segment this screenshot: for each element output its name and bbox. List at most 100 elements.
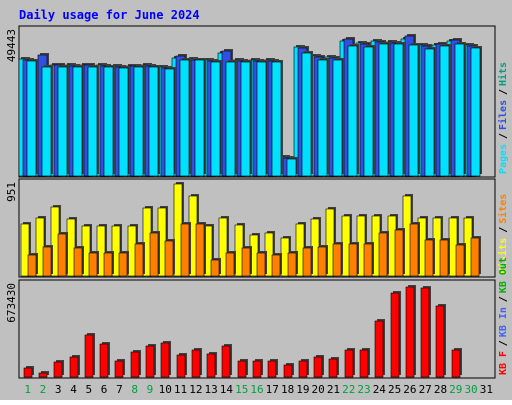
bar	[344, 349, 354, 378]
bar	[325, 208, 335, 277]
panel-max-label: 951	[5, 182, 18, 202]
bar	[145, 345, 155, 378]
bar	[180, 223, 190, 277]
bar	[241, 247, 251, 277]
bar	[283, 364, 293, 378]
bar	[160, 342, 170, 378]
bar	[73, 247, 83, 277]
legend-label: Hits	[497, 62, 509, 86]
bar	[27, 254, 37, 277]
bar	[390, 292, 400, 378]
x-tick-label: 28	[434, 383, 447, 396]
bar	[195, 223, 205, 277]
bar	[149, 232, 159, 277]
series-kb-f	[23, 285, 462, 378]
bar	[88, 252, 98, 277]
x-tick-label: 6	[101, 383, 108, 396]
panel-max-label: 673430	[5, 283, 18, 323]
panel-legend: Pages / Files / Hits	[497, 62, 509, 174]
x-tick-label: 16	[250, 383, 263, 396]
series-visits	[20, 182, 474, 277]
bar	[194, 59, 205, 177]
x-tick-label: 9	[147, 383, 154, 396]
bar	[287, 252, 297, 277]
chart-title: Daily usage for June 2024	[19, 8, 200, 22]
bar	[393, 43, 404, 177]
bar	[408, 44, 419, 177]
legend-separator: /	[498, 340, 509, 346]
bar	[409, 223, 419, 277]
bar	[454, 43, 465, 177]
bar	[470, 237, 480, 277]
bar	[256, 252, 266, 277]
bar	[87, 66, 98, 177]
x-tick-label: 26	[403, 383, 416, 396]
bar	[420, 287, 430, 378]
panel-visits-sites: 951 Visits / Sites	[5, 178, 509, 278]
bar	[225, 61, 236, 177]
bar	[164, 240, 174, 277]
bar	[256, 61, 267, 177]
bar	[148, 66, 159, 177]
bar	[363, 46, 374, 177]
bar	[38, 372, 48, 378]
bar	[302, 247, 312, 277]
x-tick-label: 20	[312, 383, 325, 396]
x-tick-label: 25	[388, 383, 401, 396]
bar	[394, 229, 404, 277]
bar	[57, 66, 68, 177]
series-pages	[26, 42, 482, 177]
legend-separator: /	[498, 133, 509, 139]
bar	[134, 243, 144, 277]
bar	[210, 259, 220, 277]
bar	[225, 252, 235, 277]
bar	[130, 351, 140, 378]
bar	[267, 360, 277, 378]
bar	[363, 243, 373, 277]
x-tick-label: 17	[266, 383, 279, 396]
x-tick-label: 24	[373, 383, 387, 396]
bar	[218, 217, 228, 277]
x-tick-label: 19	[296, 383, 309, 396]
x-tick-label: 30	[464, 383, 477, 396]
x-tick-label: 14	[220, 383, 234, 396]
bar	[332, 59, 343, 177]
x-tick-label: 7	[116, 383, 123, 396]
x-tick-label: 3	[55, 383, 62, 396]
panel-hits-files-pages: 49443 Pages / Files / Hits	[5, 25, 509, 178]
x-tick-label: 4	[70, 383, 77, 396]
bar	[41, 66, 52, 177]
bar	[210, 61, 221, 177]
bar	[439, 239, 449, 277]
x-axis-labels: 1 2 3 4 5 6 7 8 9 10 11 12 13 14 15 16 17 18 19 20 21 22 23 24 2…	[24, 383, 493, 396]
bar	[176, 354, 186, 378]
x-tick-label: 31	[480, 383, 493, 396]
bar	[53, 361, 63, 378]
x-tick-label: 12	[189, 383, 202, 396]
bar	[470, 47, 481, 177]
legend-label: Files	[497, 100, 509, 130]
x-tick-label: 5	[85, 383, 92, 396]
bar	[206, 353, 216, 378]
bar	[164, 68, 175, 177]
legend-label: Visits	[497, 238, 509, 274]
bar	[378, 232, 388, 277]
bar	[424, 48, 435, 177]
bar	[103, 252, 113, 277]
bar	[42, 246, 52, 277]
x-tick-label: 11	[174, 383, 187, 396]
bar	[286, 158, 297, 177]
bar	[435, 305, 445, 378]
bar	[301, 52, 312, 177]
legend-label: Sites	[497, 194, 509, 224]
bar	[20, 223, 30, 277]
bar	[455, 244, 465, 277]
bar	[332, 243, 342, 277]
legend-label: KB F	[498, 351, 509, 375]
x-tick-label: 18	[281, 383, 294, 396]
x-tick-label: 21	[327, 383, 340, 396]
panel-legend: KB F / KB In / KB Out	[498, 257, 509, 375]
x-tick-label: 29	[449, 383, 462, 396]
